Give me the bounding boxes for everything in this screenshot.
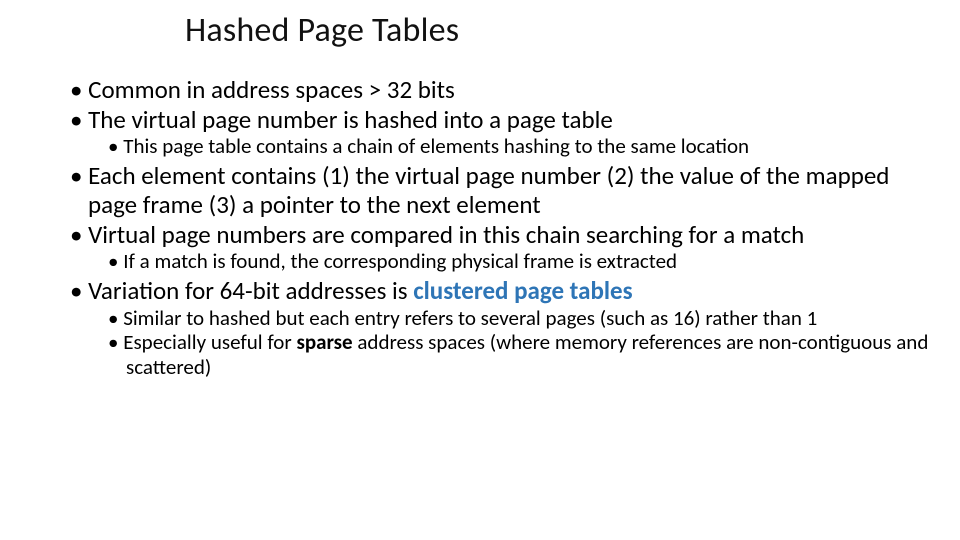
bullet-text: Similar to hashed but each entry refers …: [123, 305, 817, 331]
bullet-text: If a match is found, the corresponding p…: [123, 248, 677, 274]
bullet-main: Each element contains (1) the virtual pa…: [40, 161, 940, 220]
bullet-sub: Especially useful for sparse address spa…: [40, 330, 940, 380]
slide-content: Common in address spaces > 32 bits The v…: [0, 75, 960, 380]
bullet-bold: sparse: [296, 329, 352, 355]
bullet-sub: Similar to hashed but each entry refers …: [40, 306, 940, 331]
bullet-sub: This page table contains a chain of elem…: [40, 134, 940, 159]
bullet-bold-accent: clustered page tables: [413, 275, 632, 306]
bullet-text: Common in address spaces > 32 bits: [88, 74, 455, 105]
bullet-text: Variation for 64-bit addresses is: [88, 275, 413, 306]
bullet-text: The virtual page number is hashed into a…: [88, 104, 613, 135]
slide-title: Hashed Page Tables: [0, 10, 960, 51]
bullet-main: Virtual page numbers are compared in thi…: [40, 220, 940, 250]
bullet-text: Each element contains (1) the virtual pa…: [88, 160, 889, 221]
bullet-main: Common in address spaces > 32 bits: [40, 75, 940, 105]
slide-container: Hashed Page Tables Common in address spa…: [0, 0, 960, 540]
bullet-main: Variation for 64-bit addresses is cluste…: [40, 276, 940, 306]
bullet-text: Virtual page numbers are compared in thi…: [88, 219, 804, 250]
bullet-main: The virtual page number is hashed into a…: [40, 105, 940, 135]
bullet-sub: If a match is found, the corresponding p…: [40, 249, 940, 274]
bullet-list: Common in address spaces > 32 bits The v…: [40, 75, 940, 380]
bullet-text: Especially useful for: [123, 329, 296, 355]
bullet-text: This page table contains a chain of elem…: [123, 133, 749, 159]
